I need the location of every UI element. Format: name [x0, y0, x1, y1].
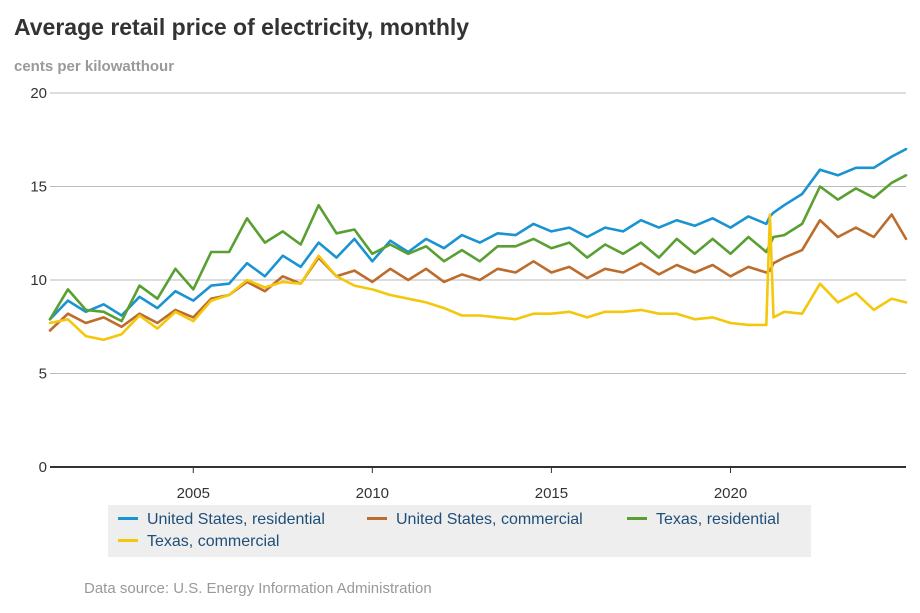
y-tick-label-5: 5	[39, 366, 47, 383]
x-tick-label-2020: 2020	[714, 485, 747, 502]
legend-label-us-commercial: United States, commercial	[396, 511, 583, 528]
series-line-tx-commercial	[48, 213, 908, 342]
legend-label-tx-commercial: Texas, commercial	[147, 533, 280, 550]
series-line-us-residential	[48, 147, 908, 321]
chart-title: Average retail price of electricity, mon…	[14, 14, 470, 40]
x-tick-label-2005: 2005	[177, 485, 210, 502]
x-tick-label-2015: 2015	[535, 485, 568, 502]
legend-swatch-us-residential	[118, 516, 138, 520]
series-lines	[48, 147, 908, 342]
legend-item-tx-residential: Texas, residential	[627, 511, 780, 529]
legend-swatch-tx-commercial	[118, 538, 138, 542]
y-tick-label-0: 0	[39, 459, 47, 476]
legend-swatch-us-commercial	[367, 516, 387, 520]
y-tick-label-15: 15	[30, 179, 47, 196]
legend-item-us-residential: United States, residential	[118, 511, 325, 529]
legend-label-tx-residential: Texas, residential	[656, 511, 780, 528]
legend-label-us-residential: United States, residential	[147, 511, 325, 528]
data-source-note: Data source: U.S. Energy Information Adm…	[84, 580, 432, 597]
x-tick-label-2010: 2010	[356, 485, 389, 502]
legend-item-tx-commercial: Texas, commercial	[118, 533, 279, 551]
legend-swatch-tx-residential	[627, 516, 647, 520]
series-line-tx-residential	[48, 174, 908, 323]
gridlines	[50, 92, 906, 374]
y-axis-tick-labels: 0 5 10 15 20	[30, 85, 47, 476]
y-tick-label-10: 10	[30, 272, 47, 289]
legend: United States, residential United States…	[108, 505, 811, 557]
y-tick-label-20: 20	[30, 85, 47, 102]
chart-subtitle: cents per kilowatthour	[14, 58, 175, 75]
legend-item-us-commercial: United States, commercial	[367, 511, 583, 529]
x-axis-tick-labels: 2005 2010 2015 2020	[177, 467, 747, 502]
